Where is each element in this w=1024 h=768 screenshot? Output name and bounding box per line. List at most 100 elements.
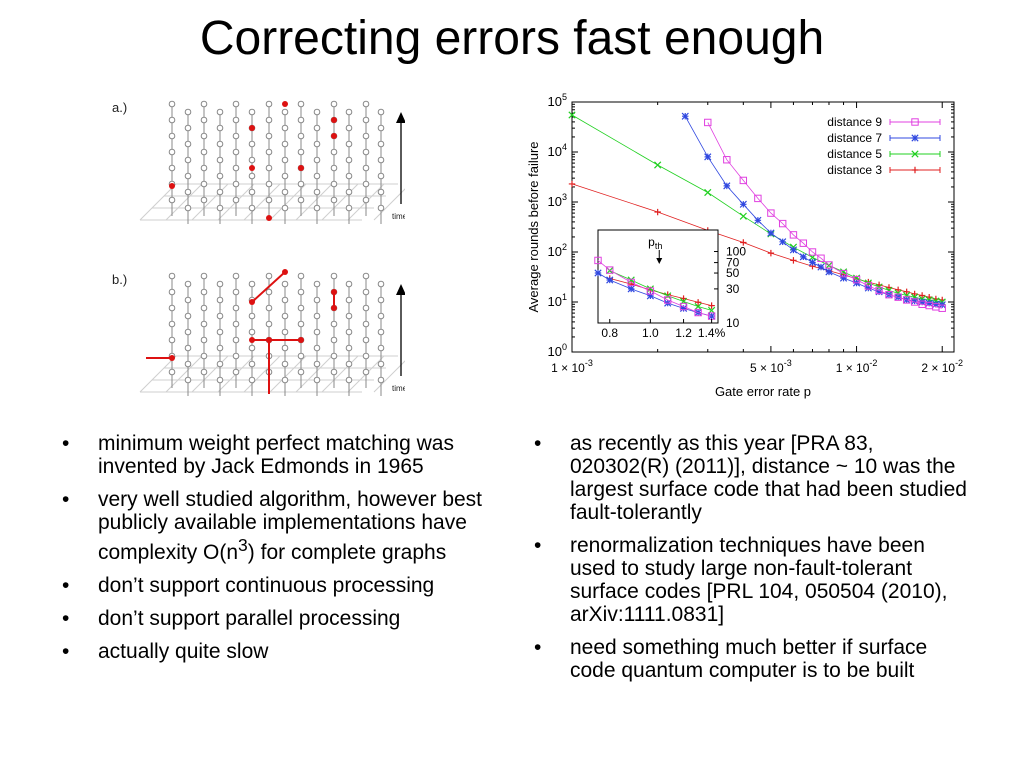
lattice-node [168,164,176,172]
data-point [911,150,919,158]
lattice-node [248,280,256,288]
lattice-node [313,124,321,132]
inset-x-tick-label: 1.4% [698,326,726,340]
lattice-node [297,132,305,140]
data-point [932,297,940,305]
data-point [911,297,919,305]
defect-node [331,289,337,295]
lattice-node [345,172,353,180]
lattice-node [168,116,176,124]
bullet-item: need something much better if surface co… [530,636,970,682]
data-point [864,284,872,292]
inset-y-tick-label: 10 [726,316,740,330]
lattice-diagram: a.) time b.) time [112,100,405,396]
lattice-node [377,376,385,384]
grid-line [269,355,307,393]
bullet-item: don’t support continuous processing [58,574,498,597]
lattice-node [184,108,192,116]
lattice-node [297,320,305,328]
defect-node [266,215,272,221]
data-point [679,304,688,313]
data-point [767,249,775,257]
defect-node [169,355,175,361]
lattice-node [265,180,273,188]
lattice-node [362,320,370,328]
lattice-node [265,320,273,328]
data-point [568,111,576,119]
lattice-node [377,328,385,336]
lattice-node [345,204,353,212]
panel-label: a.) [112,100,127,115]
lattice-node [377,172,385,180]
data-point [778,219,787,228]
lattice-node [232,352,240,360]
lattice-node [297,304,305,312]
data-point [707,312,716,320]
grid-line [243,183,281,221]
lattice-node [248,156,256,164]
lattice-node [184,328,192,336]
lattice-node [232,304,240,312]
lattice-node [168,272,176,280]
lattice-node [362,272,370,280]
lattice-node [216,312,224,320]
data-point [664,296,672,304]
legend-swatch [889,166,941,174]
data-point [723,182,731,190]
lattice-node [297,352,305,360]
bullet-text: as recently as this year [PRA 83, 020302… [570,432,967,524]
lattice-node [200,180,208,188]
data-point [767,209,775,217]
series-distance-7 [681,112,946,309]
lattice-node [232,336,240,344]
data-point [932,300,940,308]
lattice-node [362,180,370,188]
data-point [568,180,576,188]
data-point [938,304,946,312]
lattice-node [345,188,353,196]
lattice-node [330,148,338,156]
lattice-node [248,328,256,336]
legend-label: distance 5 [827,147,882,161]
data-point [839,274,848,282]
lattice-node [281,376,289,384]
lattice-node [345,156,353,164]
lattice-node [248,140,256,148]
lattice-node [297,100,305,108]
lattice-node [200,148,208,156]
data-point [739,176,748,185]
data-point [708,302,715,309]
lattice-node [184,360,192,368]
data-point [918,300,926,308]
data-point [679,302,688,311]
lattice-node [200,336,208,344]
lattice-node [200,320,208,328]
bullet-item: actually quite slow [58,640,498,663]
data-point [704,118,712,127]
data-point [799,253,807,261]
data-point [925,299,933,307]
data-point [911,290,918,298]
data-point [875,288,883,296]
lattice-node [216,204,224,212]
data-point [654,208,661,216]
lattice-node [281,108,289,116]
data-point [885,290,893,299]
lattice-node [345,312,353,320]
lattice-node [330,164,338,172]
lattice-node [216,280,224,288]
lattice-node [281,328,289,336]
data-point [894,286,902,294]
panel-label: b.) [112,272,127,287]
data-point [918,298,926,306]
grid-line [139,183,177,221]
lattice-node [168,336,176,344]
inset-y-tick-label: 50 [726,266,740,280]
lattice-node [345,296,353,304]
data-point [817,263,825,271]
data-point [875,286,883,295]
threshold-arrow-head [656,258,663,264]
lattice-node [216,140,224,148]
bullet-text: don’t support continuous processing [98,574,435,597]
data-point [754,216,762,224]
